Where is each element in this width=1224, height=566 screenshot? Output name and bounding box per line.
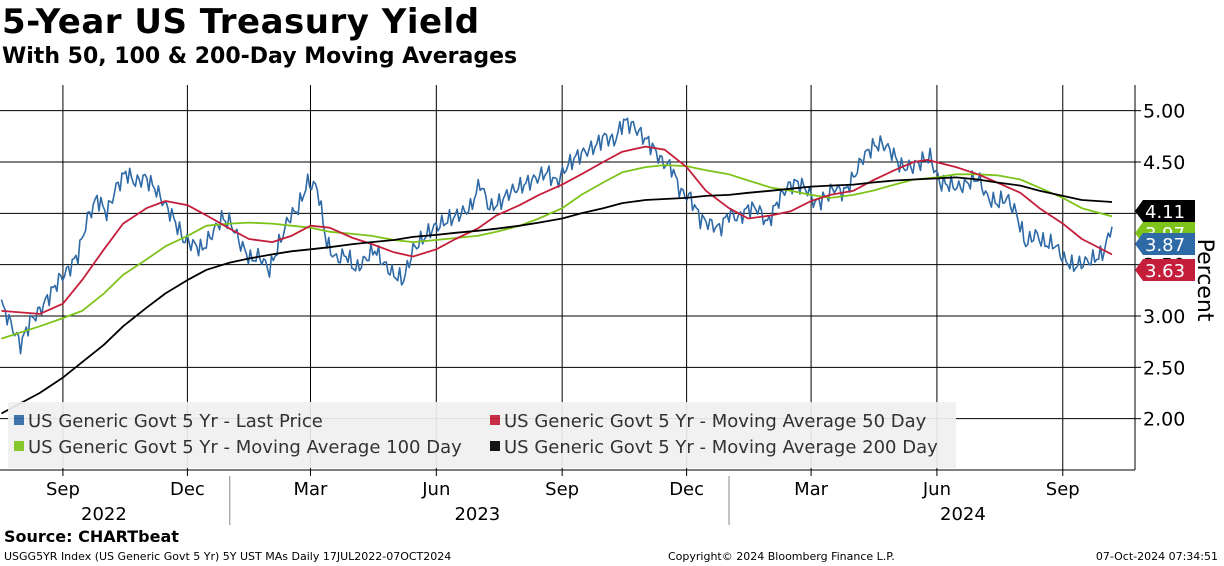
month-label: Jun [421, 479, 450, 500]
legend-item-ma100: US Generic Govt 5 Yr - Moving Average 10… [14, 437, 462, 458]
year-label: 2023 [454, 504, 500, 525]
ytick-label: 3.00 [1143, 306, 1185, 328]
series-last-price [0, 117, 1113, 355]
y-axis-title: Percent [1192, 239, 1217, 322]
month-label: Sep [1046, 479, 1080, 500]
ytick-label: 4.50 [1143, 152, 1185, 174]
legend-swatch-last-price [14, 415, 24, 425]
year-label: 2022 [81, 504, 127, 525]
legend-item-last-price: US Generic Govt 5 Yr - Last Price [14, 411, 323, 432]
end-label-ma50-bg [1135, 259, 1195, 281]
end-label-last-price-bg [1135, 233, 1195, 255]
month-label: Jun [922, 479, 951, 500]
chart-title: 5-Year US Treasury Yield [2, 2, 480, 42]
legend-item-ma200: US Generic Govt 5 Yr - Moving Average 20… [490, 437, 938, 458]
source-note: Source: CHARTbeat [4, 527, 179, 546]
end-label-ma200-text: 4.11 [1145, 202, 1185, 223]
legend: US Generic Govt 5 Yr - Last Price US Gen… [8, 402, 956, 468]
month-label: Sep [46, 479, 80, 500]
legend-swatch-ma100 [14, 441, 24, 451]
footer-timestamp: 07-Oct-2024 07:34:51 [1095, 550, 1218, 563]
end-label-ma50-text: 3.63 [1145, 261, 1185, 282]
ytick-label: 2.50 [1143, 357, 1185, 379]
month-label: Dec [669, 479, 704, 500]
series-ma100 [1, 164, 1113, 340]
end-label-ma200-bg [1135, 200, 1195, 222]
footer-ticker: USGG5YR Index (US Generic Govt 5 Yr) 5Y … [4, 550, 452, 563]
ytick-label: 5.00 [1143, 101, 1185, 123]
end-label-ma200: 4.11 [1135, 200, 1195, 223]
month-label: Mar [294, 479, 329, 500]
footer-copyright: Copyright© 2024 Bloomberg Finance L.P. [668, 550, 895, 563]
legend-label-last-price: US Generic Govt 5 Yr - Last Price [28, 411, 323, 432]
series-ma50 [1, 145, 1113, 315]
year-label: 2024 [940, 504, 986, 525]
month-label: Dec [170, 479, 205, 500]
end-label-ma50: 3.63 [1135, 259, 1195, 282]
month-label: Mar [794, 479, 829, 500]
chart-subtitle: With 50, 100 & 200-Day Moving Averages [2, 44, 518, 69]
ytick-label: 2.00 [1143, 409, 1185, 431]
legend-swatch-ma200 [490, 441, 500, 451]
legend-item-ma50: US Generic Govt 5 Yr - Moving Average 50… [490, 411, 926, 432]
legend-swatch-ma50 [490, 415, 500, 425]
legend-label-ma100: US Generic Govt 5 Yr - Moving Average 10… [28, 437, 462, 458]
legend-label-ma200: US Generic Govt 5 Yr - Moving Average 20… [504, 437, 938, 458]
series-ma200 [0, 176, 1113, 415]
end-label-last-price: 3.87 [1135, 233, 1195, 256]
legend-label-ma50: US Generic Govt 5 Yr - Moving Average 50… [504, 411, 927, 432]
end-label-last-price-text: 3.87 [1145, 235, 1185, 256]
month-label: Sep [545, 479, 579, 500]
